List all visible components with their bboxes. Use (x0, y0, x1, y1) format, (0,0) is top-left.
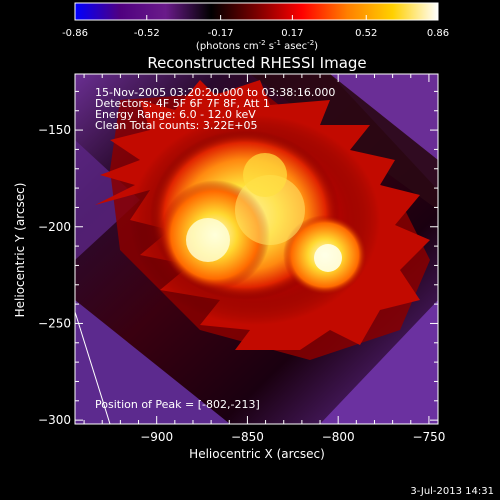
info-line: 15-Nov-2005 03:20:20.000 to 03:38:16.000 (95, 86, 335, 99)
colorbar-units: (photons cm-2 s-1 asec-2) (196, 39, 318, 52)
colorbar-tick-label: 0.52 (355, 28, 377, 39)
x-axis: −900 −850 −800 −750 (83, 74, 445, 444)
info-line: Energy Range: 6.0 - 12.0 keV (95, 108, 256, 121)
x-tick-label: −850 (231, 430, 264, 444)
x-tick-label: −800 (322, 430, 355, 444)
y-tick-label: −150 (38, 123, 71, 137)
info-line: Clean Total counts: 3.22E+05 (95, 119, 258, 132)
x-tick-label: −900 (140, 430, 173, 444)
x-axis-label: Heliocentric X (arcsec) (189, 447, 325, 461)
colorbar-tick-label: 0.86 (427, 28, 449, 39)
y-tick-label: −250 (38, 316, 71, 330)
y-tick-label: −300 (38, 413, 71, 427)
colorbar: -0.86 -0.52 -0.17 0.17 0.52 0.86 (photons cm-… (62, 2, 449, 52)
colorbar-tick-label: -0.17 (208, 28, 234, 39)
plot-frame (74, 73, 439, 425)
info-block: 15-Nov-2005 03:20:20.000 to 03:38:16.000… (95, 86, 335, 132)
info-line: Detectors: 4F 5F 6F 7F 8F, Att 1 (95, 97, 270, 110)
heatmap-image (75, 74, 438, 424)
colorbar-tick-label: 0.17 (281, 28, 303, 39)
footer-date: 3-Jul-2013 14:31 (410, 486, 494, 497)
peak-label: Position of Peak = [-802,-213] (95, 398, 260, 411)
y-tick-label: −200 (38, 220, 71, 234)
plot-title: Reconstructed RHESSI Image (147, 54, 366, 72)
x-tick-label: −750 (412, 430, 445, 444)
colorbar-gradient (74, 2, 439, 21)
colorbar-tick-label: -0.86 (62, 28, 88, 39)
colorbar-tick-label: -0.52 (134, 28, 160, 39)
y-axis: −150 −200 −250 −300 (38, 90, 438, 427)
colorbar-ticks: -0.86 -0.52 -0.17 0.17 0.52 0.86 (62, 15, 449, 39)
y-axis-label: Heliocentric Y (arcsec) (13, 183, 27, 318)
